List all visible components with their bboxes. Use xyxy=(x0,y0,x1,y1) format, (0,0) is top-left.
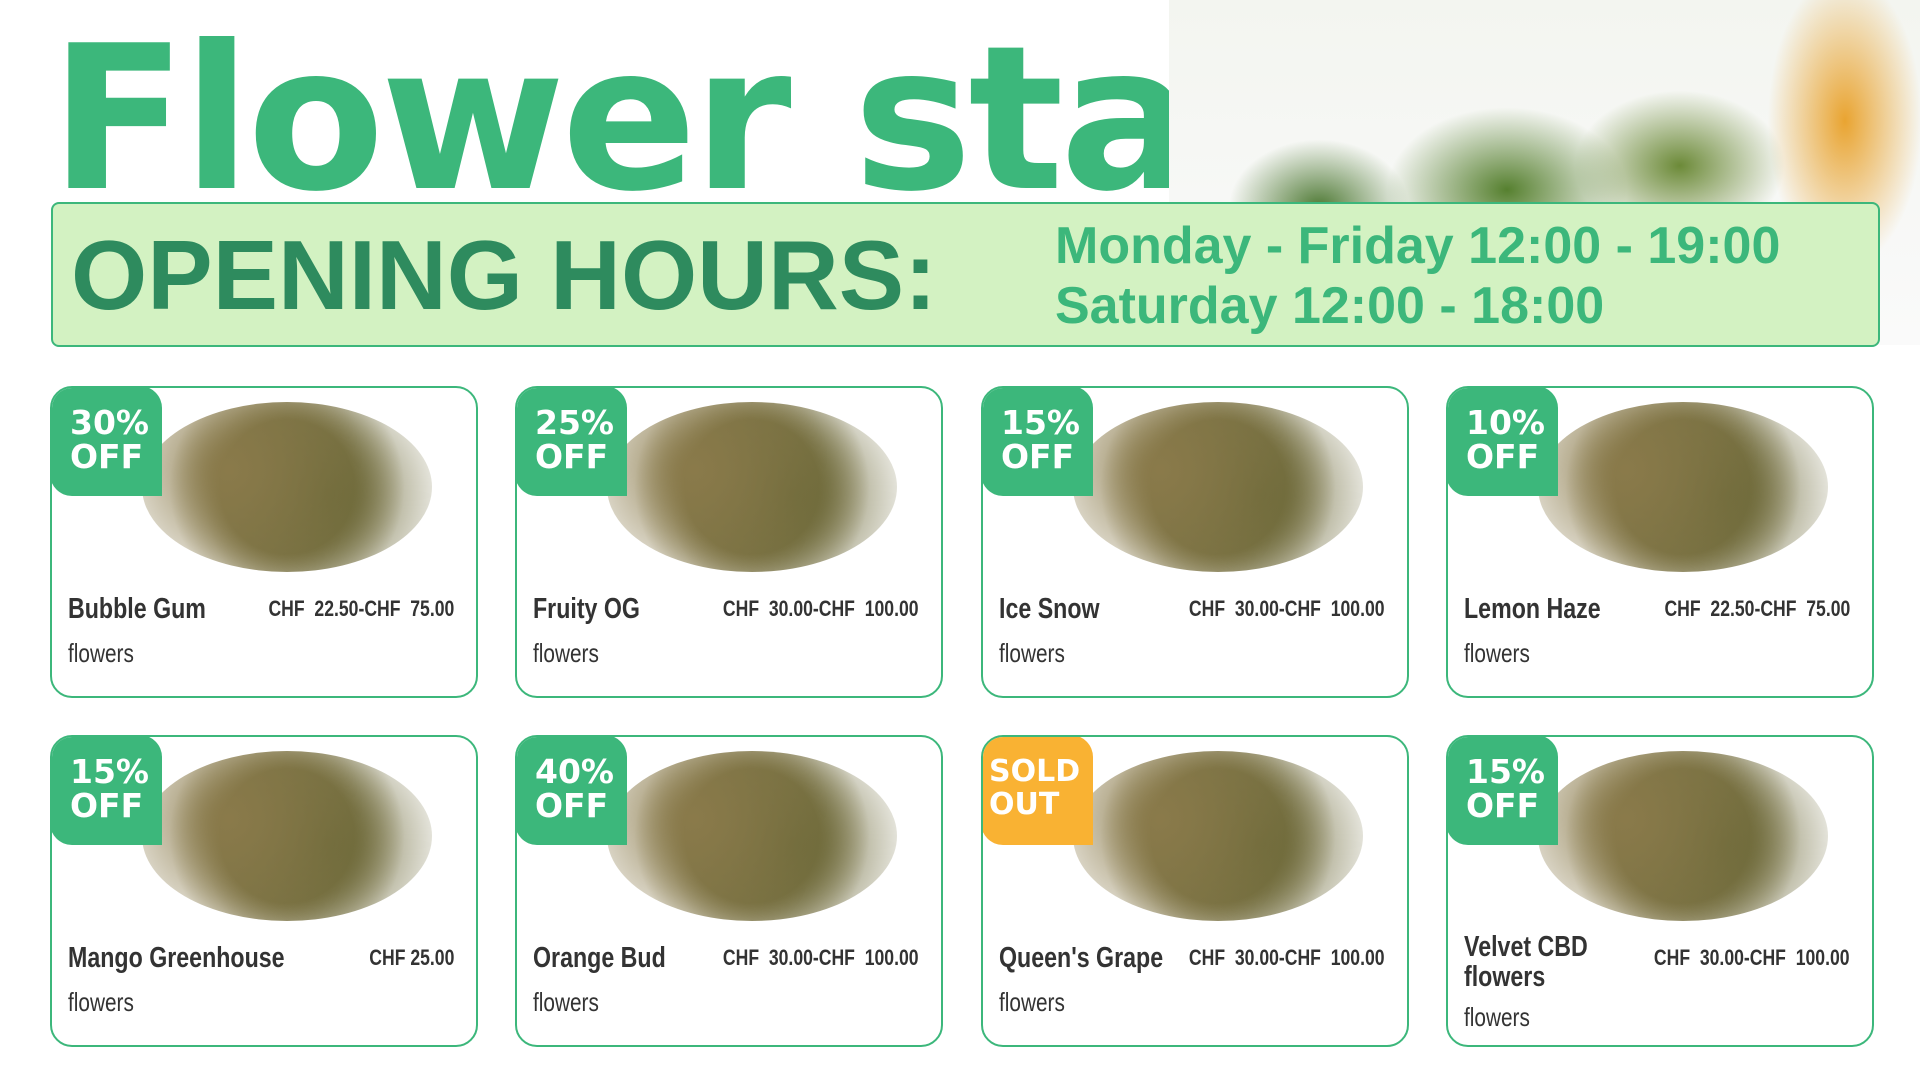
product-card[interactable]: 10% OFF Lemon Haze flowers CHF 22.50-CHF … xyxy=(1446,386,1874,698)
product-image xyxy=(1073,751,1363,921)
product-price: CHF 30.00-CHF 100.00 xyxy=(1654,945,1850,970)
sold-out-badge: SOLD OUT xyxy=(983,737,1093,845)
discount-badge: 15% OFF xyxy=(983,388,1093,496)
product-name[interactable]: Fruity OG xyxy=(533,593,640,625)
badge-line: 15% xyxy=(1001,403,1080,442)
product-card[interactable]: SOLD OUT Queen's Grape flowers CHF 30.00-… xyxy=(981,735,1409,1047)
product-category: flowers xyxy=(999,638,1065,668)
product-card[interactable]: 15% OFF Mango Greenhouse flowers CHF 25.0… xyxy=(50,735,478,1047)
product-name[interactable]: Lemon Haze xyxy=(1464,593,1601,625)
product-name[interactable]: Mango Greenhouse xyxy=(68,942,285,974)
product-card[interactable]: 25% OFF Fruity OG flowers CHF 30.00-CHF 1… xyxy=(515,386,943,698)
badge-line: OFF xyxy=(1466,437,1540,476)
product-category: flowers xyxy=(533,638,599,668)
product-card[interactable]: 40% OFF Orange Bud flowers CHF 30.00-CHF … xyxy=(515,735,943,1047)
product-image xyxy=(607,402,897,572)
discount-badge: 15% OFF xyxy=(52,737,162,845)
product-image xyxy=(1538,751,1828,921)
product-name[interactable]: Ice Snow xyxy=(999,593,1100,625)
badge-line: 30% xyxy=(70,403,149,442)
discount-badge: 30% OFF xyxy=(52,388,162,496)
product-price: CHF 30.00-CHF 100.00 xyxy=(1189,945,1385,970)
badge-line: 15% xyxy=(1466,752,1545,791)
product-category: flowers xyxy=(1464,1002,1530,1032)
badge-line: OUT xyxy=(989,787,1060,822)
weekday-hours: Monday - Friday 12:00 - 19:00 xyxy=(1055,217,1781,275)
product-image xyxy=(142,751,432,921)
badge-line: SOLD xyxy=(989,754,1081,789)
badge-line: 15% xyxy=(70,752,149,791)
product-category: flowers xyxy=(68,638,134,668)
product-image xyxy=(607,751,897,921)
page-title: Flower star xyxy=(50,3,1289,236)
opening-hours-banner: OPENING HOURS: Monday - Friday 12:00 - 1… xyxy=(51,202,1880,347)
discount-badge: 10% OFF xyxy=(1448,388,1558,496)
product-name[interactable]: Bubble Gum xyxy=(68,593,206,625)
product-name[interactable]: Orange Bud xyxy=(533,942,666,974)
product-name[interactable]: Velvet CBD flowers xyxy=(1464,931,1588,993)
product-card[interactable]: 15% OFF Velvet CBD flowers flowers CHF 30… xyxy=(1446,735,1874,1047)
product-name[interactable]: Queen's Grape xyxy=(999,942,1164,974)
saturday-hours: Saturday 12:00 - 18:00 xyxy=(1055,277,1605,335)
product-category: flowers xyxy=(68,987,134,1017)
badge-line: OFF xyxy=(70,786,144,825)
product-image xyxy=(142,402,432,572)
badge-line: OFF xyxy=(1466,786,1540,825)
badge-line: OFF xyxy=(535,786,609,825)
discount-badge: 25% OFF xyxy=(517,388,627,496)
product-price: CHF 22.50-CHF 75.00 xyxy=(268,596,454,621)
badge-line: OFF xyxy=(535,437,609,476)
product-price: CHF 30.00-CHF 100.00 xyxy=(1189,596,1385,621)
discount-badge: 40% OFF xyxy=(517,737,627,845)
product-image xyxy=(1073,402,1363,572)
product-price: CHF 30.00-CHF 100.00 xyxy=(723,596,919,621)
badge-line: 10% xyxy=(1466,403,1545,442)
opening-hours-label: OPENING HOURS: xyxy=(71,220,937,330)
product-category: flowers xyxy=(999,987,1065,1017)
discount-badge: 15% OFF xyxy=(1448,737,1558,845)
badge-line: 40% xyxy=(535,752,614,791)
badge-line: OFF xyxy=(1001,437,1075,476)
product-price: CHF 30.00-CHF 100.00 xyxy=(723,945,919,970)
product-image xyxy=(1538,402,1828,572)
badge-line: 25% xyxy=(535,403,614,442)
product-category: flowers xyxy=(533,987,599,1017)
product-category: flowers xyxy=(1464,638,1530,668)
product-card[interactable]: 15% OFF Ice Snow flowers CHF 30.00-CHF 10… xyxy=(981,386,1409,698)
badge-line: OFF xyxy=(70,437,144,476)
product-price: CHF 25.00 xyxy=(368,945,454,970)
product-card[interactable]: 30% OFF Bubble Gum flowers CHF 22.50-CHF … xyxy=(50,386,478,698)
product-price: CHF 22.50-CHF 75.00 xyxy=(1664,596,1850,621)
